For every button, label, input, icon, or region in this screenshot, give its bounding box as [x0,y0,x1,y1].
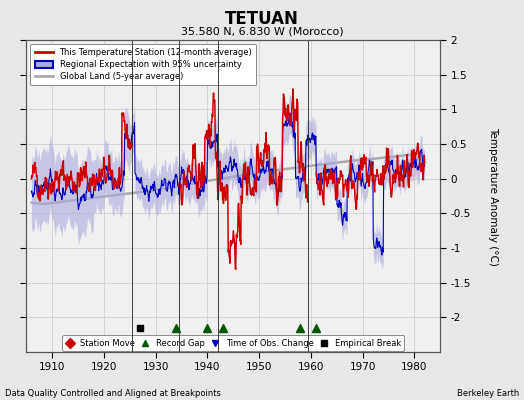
Legend: Station Move, Record Gap, Time of Obs. Change, Empirical Break: Station Move, Record Gap, Time of Obs. C… [62,335,404,351]
Text: TETUAN: TETUAN [225,10,299,28]
Y-axis label: Temperature Anomaly (°C): Temperature Anomaly (°C) [488,126,498,266]
Text: 35.580 N, 6.830 W (Morocco): 35.580 N, 6.830 W (Morocco) [181,26,343,36]
Text: Data Quality Controlled and Aligned at Breakpoints: Data Quality Controlled and Aligned at B… [5,389,221,398]
Text: Berkeley Earth: Berkeley Earth [456,389,519,398]
